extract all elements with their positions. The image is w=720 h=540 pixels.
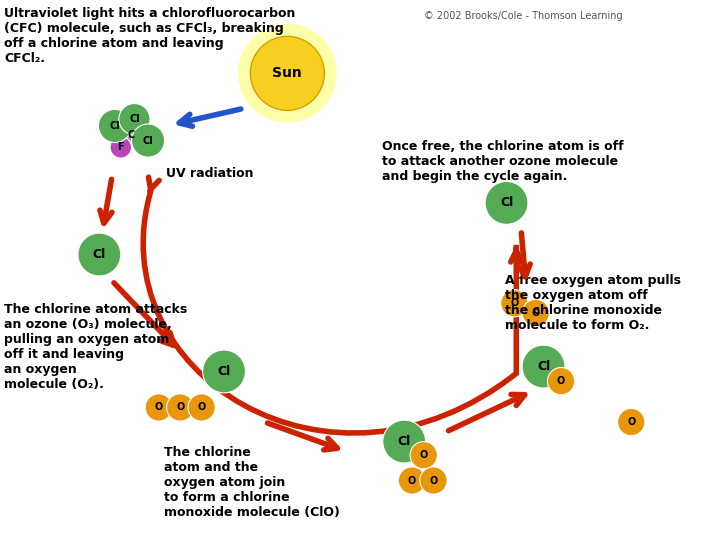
Text: O: O — [420, 450, 428, 460]
Text: O: O — [510, 298, 518, 308]
Text: C: C — [128, 130, 135, 140]
Circle shape — [522, 345, 565, 388]
Circle shape — [78, 233, 121, 276]
Text: The chlorine atom attacks
an ozone (O₃) molecule,
pulling an oxygen atom
off it : The chlorine atom attacks an ozone (O₃) … — [4, 303, 187, 392]
Text: Once free, the chlorine atom is off
to attack another ozone molecule
and begin t: Once free, the chlorine atom is off to a… — [382, 140, 624, 183]
Circle shape — [420, 467, 447, 494]
Text: © 2002 Brooks/Cole - Thomson Learning: © 2002 Brooks/Cole - Thomson Learning — [424, 11, 622, 21]
Circle shape — [547, 368, 575, 395]
Text: O: O — [155, 402, 163, 413]
Text: UV radiation: UV radiation — [166, 167, 253, 180]
Text: F: F — [117, 143, 124, 152]
Circle shape — [618, 408, 645, 436]
Circle shape — [202, 350, 246, 393]
Text: Cl: Cl — [129, 114, 140, 124]
Text: Cl: Cl — [143, 136, 153, 146]
Circle shape — [383, 420, 426, 463]
Circle shape — [132, 124, 165, 157]
Text: Cl: Cl — [500, 197, 513, 210]
Text: O: O — [176, 402, 184, 413]
Circle shape — [166, 394, 194, 421]
Circle shape — [99, 110, 132, 143]
Text: O: O — [627, 417, 635, 427]
Text: O: O — [197, 402, 206, 413]
Circle shape — [398, 467, 426, 494]
Text: Ultraviolet light hits a chlorofluorocarbon
(CFC) molecule, such as CFCl₃, break: Ultraviolet light hits a chlorofluorocar… — [4, 7, 295, 65]
Circle shape — [251, 36, 325, 110]
Text: O: O — [408, 476, 416, 485]
Text: Cl: Cl — [93, 248, 106, 261]
Text: Cl: Cl — [397, 435, 411, 448]
Circle shape — [485, 181, 528, 224]
Text: Cl: Cl — [217, 365, 230, 378]
Text: O: O — [557, 376, 565, 386]
Circle shape — [500, 289, 528, 317]
Text: Cl: Cl — [537, 360, 550, 373]
Text: O: O — [429, 476, 438, 485]
Circle shape — [522, 299, 549, 327]
Circle shape — [110, 137, 132, 158]
Text: A free oxygen atom pulls
the oxygen atom off
the chlorine monoxide
molecule to f: A free oxygen atom pulls the oxygen atom… — [505, 274, 680, 332]
Circle shape — [410, 442, 437, 469]
Text: The chlorine
atom and the
oxygen atom join
to form a chlorine
monoxide molecule : The chlorine atom and the oxygen atom jo… — [163, 447, 340, 519]
Circle shape — [238, 25, 336, 122]
Circle shape — [119, 104, 150, 134]
Text: Sun: Sun — [272, 66, 302, 80]
Circle shape — [119, 122, 144, 147]
Text: O: O — [531, 308, 540, 318]
Circle shape — [145, 394, 172, 421]
Circle shape — [188, 394, 215, 421]
Text: Cl: Cl — [109, 121, 120, 131]
